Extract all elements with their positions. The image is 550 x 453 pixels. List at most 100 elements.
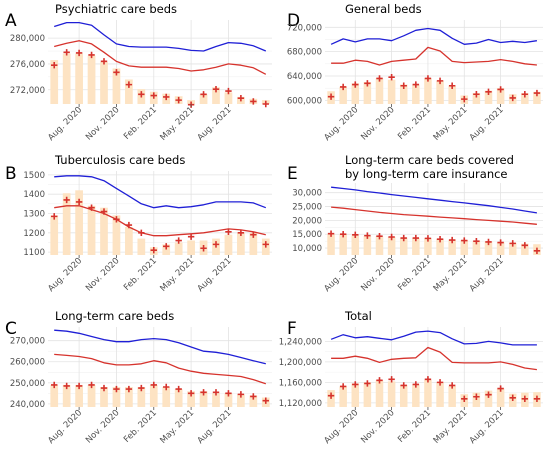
bar	[62, 384, 71, 407]
bar	[87, 205, 96, 255]
plus-marker	[424, 376, 432, 383]
plus-marker	[376, 232, 383, 240]
series-line-upper	[330, 330, 537, 346]
plus-marker	[533, 395, 541, 402]
y-tick-label: 30,000	[292, 189, 322, 199]
plus-marker	[100, 58, 108, 65]
plus-marker	[473, 91, 480, 98]
y-tick-label: 1,120,000	[279, 399, 322, 409]
plus-marker	[339, 83, 347, 91]
plus-marker	[125, 81, 133, 88]
plus-marker	[364, 80, 371, 87]
plus-marker	[113, 69, 120, 76]
bar	[496, 88, 505, 104]
panel-b: B Tuberculosis care beds 1100 1200 1300 1400 1…	[5, 153, 272, 294]
series-line-lower	[331, 206, 537, 225]
plus-marker	[150, 246, 157, 254]
x-tick-label: Aug. 2021	[468, 105, 506, 143]
y-tick-label: 280,000	[10, 34, 45, 44]
plus-marker	[400, 382, 407, 389]
plus-marker	[200, 389, 207, 396]
bar	[436, 80, 444, 104]
bar	[363, 235, 372, 255]
plus-marker	[448, 382, 456, 389]
plus-marker	[352, 231, 359, 238]
bar	[237, 394, 245, 407]
panel-letter: B	[5, 164, 17, 184]
bar	[399, 84, 408, 104]
plus-marker	[364, 232, 371, 239]
plus-marker	[150, 381, 157, 389]
bar	[149, 384, 158, 407]
x-tick-label: May. 2021	[432, 105, 470, 143]
plus-marker	[138, 229, 145, 236]
y-tick-label: 1500	[23, 171, 45, 181]
x-tick-label: Aug. 2021	[196, 256, 234, 294]
plus-marker	[63, 49, 70, 56]
bar	[351, 83, 360, 104]
bar	[112, 215, 121, 255]
bar	[162, 244, 171, 255]
bar	[363, 82, 372, 104]
plus-marker	[212, 85, 220, 93]
plus-marker	[461, 237, 468, 244]
bar	[472, 93, 481, 104]
panel-f: F Total 1,120,000 1,160,000 1,200,000 1,240,0…	[279, 309, 543, 446]
bar	[100, 387, 108, 407]
plus-marker	[497, 239, 504, 246]
y-tick-label: 25,000	[292, 203, 322, 213]
plus-marker	[352, 381, 359, 388]
plus-marker	[175, 96, 182, 104]
plus-marker	[163, 243, 170, 250]
plus-marker	[376, 75, 383, 82]
bar	[187, 391, 195, 407]
x-tick-label: Aug. 2020	[322, 105, 360, 143]
plus-marker	[175, 237, 182, 244]
plus-marker	[262, 241, 269, 248]
y-tick-label: 20,000	[292, 216, 322, 226]
plus-marker	[212, 389, 220, 396]
bar	[224, 393, 233, 407]
plus-marker	[51, 213, 58, 220]
bar	[387, 79, 396, 104]
plus-marker	[225, 228, 232, 236]
bar	[125, 79, 133, 104]
bar	[174, 389, 183, 407]
bar	[399, 384, 408, 407]
bar	[460, 240, 469, 255]
plus-marker	[262, 397, 269, 404]
x-tick-label: Feb. 2021	[122, 256, 159, 293]
plus-marker	[509, 240, 516, 247]
y-tick-label: 720,000	[287, 23, 322, 33]
bar	[472, 240, 481, 255]
plus-marker	[163, 383, 170, 391]
plus-marker	[51, 381, 58, 389]
bar	[484, 241, 493, 255]
bar	[521, 243, 529, 255]
plus-marker	[448, 82, 456, 89]
y-tick-label: 276,000	[10, 60, 45, 70]
series-line-upper	[331, 186, 538, 214]
bar	[199, 391, 208, 407]
bar	[508, 242, 517, 255]
plus-marker	[521, 242, 529, 249]
series-line-upper	[54, 175, 267, 209]
y-tick-label: 270,000	[10, 337, 45, 347]
plus-marker	[113, 385, 120, 393]
plus-marker	[424, 75, 432, 82]
panel-title: Tuberculosis care beds	[54, 153, 185, 167]
bar	[125, 387, 133, 407]
y-tick-label: 680,000	[287, 48, 322, 58]
plus-marker	[485, 238, 492, 246]
x-tick-label: Nov. 2020	[84, 105, 121, 142]
plus-marker	[436, 236, 444, 243]
series-line-lower	[331, 46, 537, 66]
plus-marker	[533, 247, 541, 255]
plus-marker	[88, 51, 95, 59]
bar	[75, 384, 83, 407]
y-tick-label: 240,000	[10, 400, 45, 410]
y-tick-label: 272,000	[10, 86, 45, 96]
plus-marker	[225, 87, 232, 95]
bar	[448, 385, 456, 407]
